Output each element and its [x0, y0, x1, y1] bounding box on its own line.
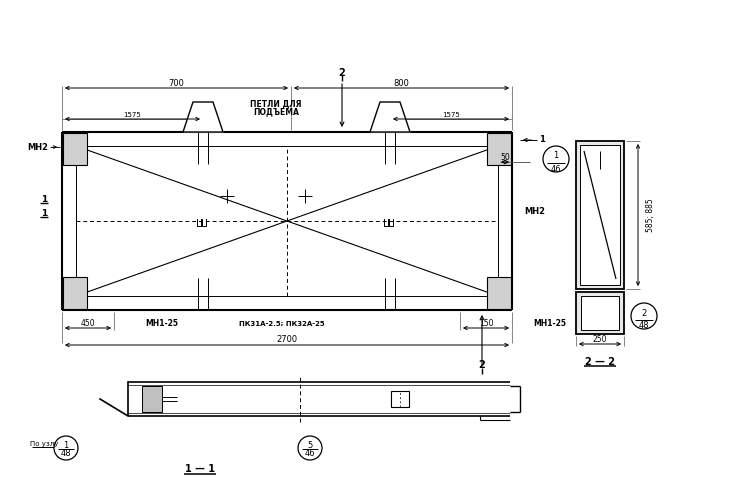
Text: 1: 1 [41, 209, 47, 218]
Text: 5: 5 [307, 440, 312, 450]
Text: 800: 800 [393, 79, 410, 88]
Text: 1575: 1575 [442, 112, 460, 118]
Text: 48: 48 [639, 322, 649, 331]
Text: 48: 48 [61, 450, 71, 459]
Text: ПЕТЛИ ДЛЯ: ПЕТЛИ ДЛЯ [250, 99, 302, 108]
Text: МН1-25: МН1-25 [145, 320, 178, 329]
Polygon shape [183, 102, 223, 132]
Text: 1575: 1575 [124, 112, 142, 118]
Bar [391, 391, 409, 407]
Bar [576, 141, 624, 289]
Bar [487, 133, 511, 165]
Text: 46: 46 [551, 164, 561, 173]
Text: ПОДЪЕМА: ПОДЪЕМА [253, 107, 299, 116]
Text: МН1-25: МН1-25 [533, 320, 566, 329]
Text: 450: 450 [81, 320, 95, 329]
Text: 1: 1 [64, 440, 69, 450]
Text: 2700: 2700 [276, 336, 297, 345]
Text: 250: 250 [592, 336, 607, 345]
Text: 150: 150 [479, 320, 494, 329]
Text: 2: 2 [479, 360, 485, 370]
Bar [63, 277, 87, 309]
Text: 1: 1 [554, 152, 559, 160]
Bar [576, 292, 624, 334]
Text: 2: 2 [641, 308, 646, 318]
Text: По узлу: По узлу [30, 441, 58, 447]
Text: 1 — 1: 1 — 1 [185, 464, 215, 474]
Bar [580, 145, 620, 285]
Text: ПК31А-2.5; ПК32А-25: ПК31А-2.5; ПК32А-25 [239, 321, 325, 327]
Text: 1: 1 [41, 195, 47, 204]
Polygon shape [370, 102, 410, 132]
Text: 50: 50 [500, 153, 510, 161]
Text: 1: 1 [539, 136, 545, 145]
Bar [581, 296, 619, 330]
Text: МН2: МН2 [524, 207, 545, 216]
Text: 2: 2 [339, 68, 345, 78]
Bar [487, 277, 511, 309]
Bar [63, 133, 87, 165]
Text: МН2: МН2 [28, 143, 49, 152]
Text: 585; 885: 585; 885 [646, 198, 655, 232]
Bar [142, 386, 162, 412]
Text: 46: 46 [305, 450, 315, 459]
Text: 700: 700 [169, 79, 184, 88]
Text: 2 — 2: 2 — 2 [585, 357, 615, 367]
